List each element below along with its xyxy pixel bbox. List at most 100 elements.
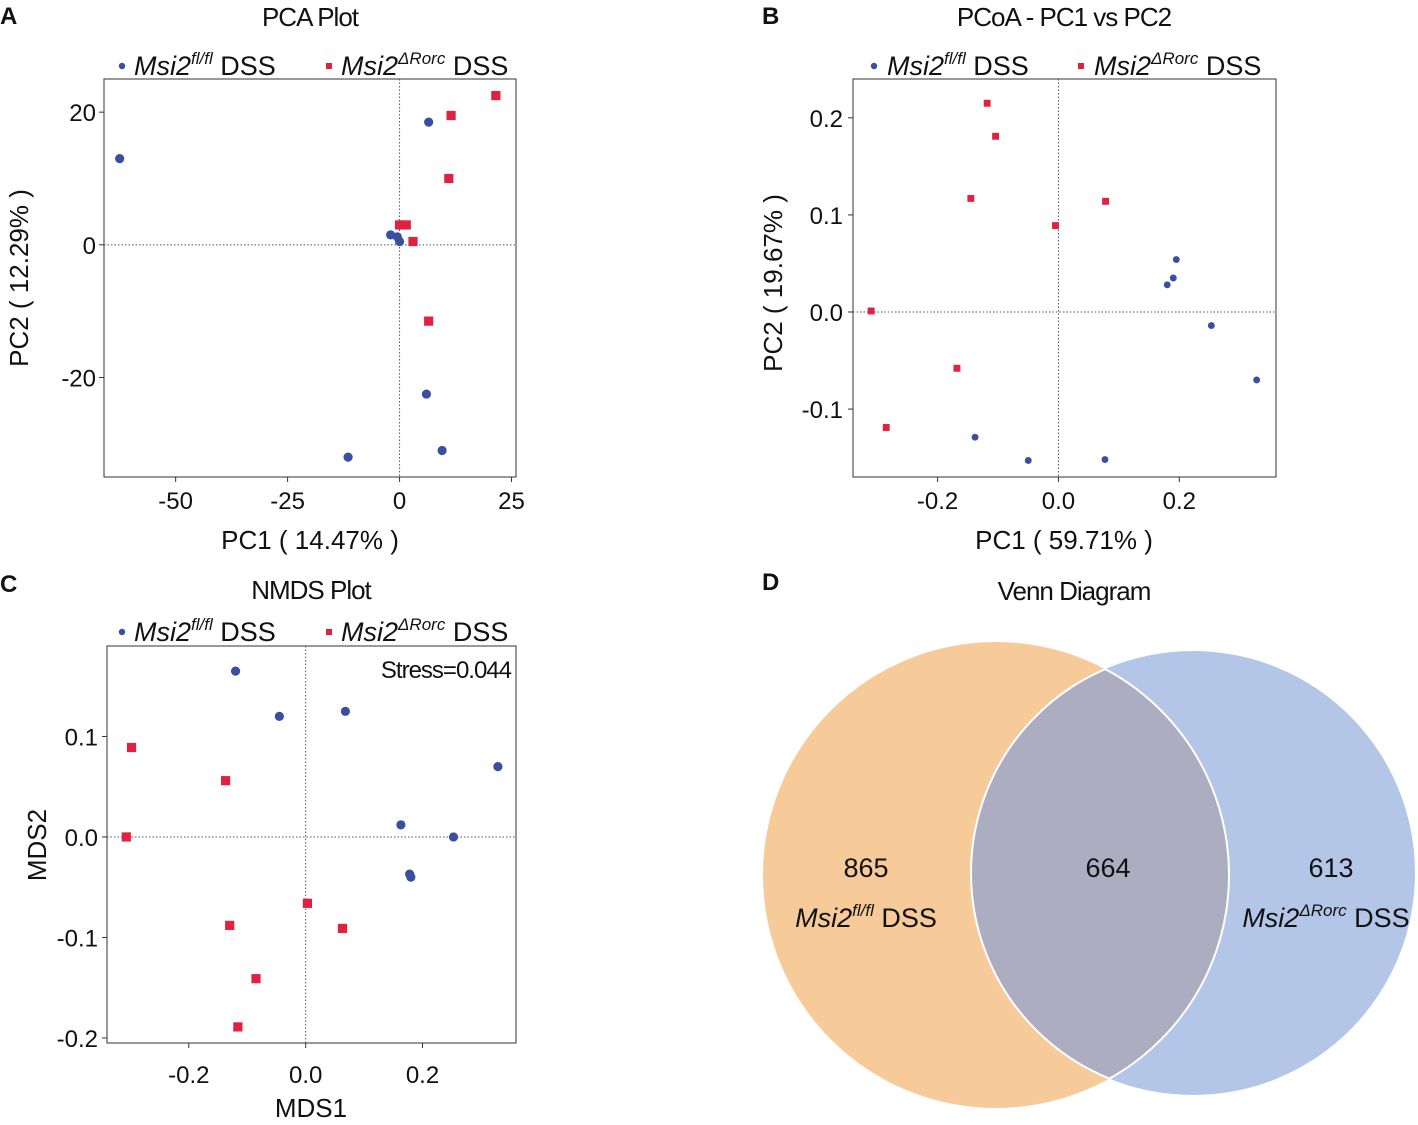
venn-title: Venn Diagram: [998, 576, 1151, 606]
x-tick-label: 0.0: [1042, 488, 1075, 515]
point-rorc: [221, 776, 231, 786]
point-fl: [406, 872, 416, 882]
point-rorc: [302, 898, 313, 908]
point-rorc: [233, 1022, 243, 1032]
panel-letter: D: [762, 569, 779, 596]
chart-title: PCoA - PC1 vs PC2: [957, 2, 1172, 32]
x-tick-label: 25: [498, 488, 525, 515]
legend-marker-fl: [870, 62, 878, 70]
chart-title: PCA Plot: [262, 2, 360, 32]
x-tick-label: 0: [393, 488, 406, 515]
y-axis-label: MDS2: [22, 809, 52, 881]
chart-title: NMDS Plot: [251, 575, 372, 605]
x-tick-label: -25: [270, 488, 305, 515]
plot-frame: [852, 78, 1277, 478]
panel-letter: C: [0, 571, 17, 598]
point-rorc: [444, 173, 454, 184]
point-rorc: [992, 132, 1000, 140]
plot-frame: [103, 78, 517, 478]
venn-outline-fl: [971, 651, 1230, 1095]
legend-label-fl: Msi2fl/fl DSS: [134, 615, 276, 647]
y-tick-label: 0.0: [65, 825, 98, 852]
y-tick-label: 0: [83, 233, 96, 260]
y-tick-label: 0.2: [810, 106, 843, 133]
panel-D: D Venn Diagram 865 664 613 Msi2fl/fl DSS Msi2Δ…: [762, 569, 1415, 1108]
point-rorc: [446, 110, 456, 121]
point-rorc: [424, 316, 434, 326]
legend-label-rorc: Msi2ΔRorc DSS: [341, 615, 508, 647]
venn-count-rorc: 613: [1308, 853, 1353, 883]
y-tick-label: 0.1: [65, 724, 98, 751]
y-tick-label: 0.1: [810, 203, 843, 230]
plot-frame: [106, 645, 517, 1044]
point-rorc: [408, 236, 418, 247]
y-tick-label: 0.0: [810, 300, 843, 327]
y-tick-label: -0.1: [802, 397, 843, 424]
point-fl: [448, 832, 459, 842]
legend: Msi2fl/fl DSS Msi2ΔRorc DSS: [118, 49, 508, 81]
x-tick-label: 0.2: [1163, 488, 1196, 515]
point-fl: [1169, 274, 1177, 282]
x-axis-label: PC1 ( 14.47% ): [221, 525, 399, 555]
point-fl: [437, 445, 447, 456]
legend-marker-fl: [118, 62, 126, 70]
panel-letter: A: [0, 3, 17, 30]
y-tick-label: 20: [69, 100, 96, 127]
x-axis-label: MDS1: [275, 1093, 347, 1123]
legend-label-rorc: Msi2ΔRorc DSS: [1094, 49, 1261, 81]
point-fl: [421, 389, 432, 399]
legend-label-fl: Msi2fl/fl DSS: [887, 49, 1029, 81]
legend-marker-fl: [118, 628, 126, 636]
x-tick-label: -50: [158, 488, 193, 515]
y-tick-label: -0.2: [57, 1026, 98, 1053]
point-rorc: [953, 364, 961, 372]
point-fl: [230, 666, 241, 676]
legend: Msi2fl/fl DSS Msi2ΔRorc DSS: [870, 49, 1261, 81]
point-rorc: [882, 424, 890, 431]
x-tick-label: -0.2: [917, 488, 958, 515]
panel-A: A PCA Plot Msi2fl/fl DSS Msi2ΔRorc DSS -50 -2…: [0, 2, 525, 555]
legend-label-rorc: Msi2ΔRorc DSS: [1242, 901, 1409, 933]
point-fl: [1207, 322, 1215, 330]
point-fl: [1253, 376, 1261, 384]
legend-label-fl: Msi2fl/fl DSS: [134, 49, 276, 81]
venn-count-shared: 664: [1085, 853, 1130, 883]
legend-marker-rorc: [1078, 63, 1084, 69]
panel-letter: B: [762, 3, 779, 30]
point-fl: [1172, 256, 1180, 264]
y-axis-label: PC2 ( 19.67% ): [758, 194, 788, 372]
panel-B: B PCoA - PC1 vs PC2 Msi2fl/fl DSS Msi2ΔRorc…: [758, 2, 1277, 555]
point-rorc: [225, 920, 235, 931]
x-axis-label: PC1 ( 59.71% ): [975, 525, 1153, 555]
x-tick-label: 0.2: [406, 1062, 439, 1089]
point-rorc: [491, 90, 501, 101]
venn-intersection: [971, 651, 1229, 1095]
point-rorc: [126, 742, 137, 753]
x-tick-label: 0.0: [289, 1062, 322, 1089]
point-fl: [1163, 281, 1171, 289]
point-rorc: [1051, 222, 1059, 230]
point-fl: [396, 820, 406, 830]
y-axis-label: PC2 ( 12.29% ): [4, 189, 34, 367]
point-fl: [274, 711, 284, 721]
point-rorc: [337, 923, 348, 934]
point-fl: [971, 433, 979, 441]
legend-marker-rorc: [326, 629, 332, 635]
legend: Msi2fl/fl DSS Msi2ΔRorc DSS: [118, 615, 508, 647]
legend-marker-rorc: [326, 63, 332, 69]
legend-label-rorc: Msi2ΔRorc DSS: [341, 49, 508, 81]
point-fl: [1101, 456, 1109, 463]
point-rorc: [967, 194, 975, 202]
point-rorc: [121, 832, 131, 842]
point-fl: [343, 452, 353, 462]
point-fl: [115, 154, 125, 164]
y-tick-label: -20: [61, 366, 96, 393]
point-rorc: [401, 220, 411, 230]
point-fl: [1024, 457, 1032, 464]
venn-count-fl: 865: [843, 853, 888, 883]
point-rorc: [1102, 197, 1110, 205]
x-tick-label: -0.2: [168, 1062, 209, 1089]
point-fl: [493, 762, 503, 772]
point-rorc: [867, 307, 875, 315]
